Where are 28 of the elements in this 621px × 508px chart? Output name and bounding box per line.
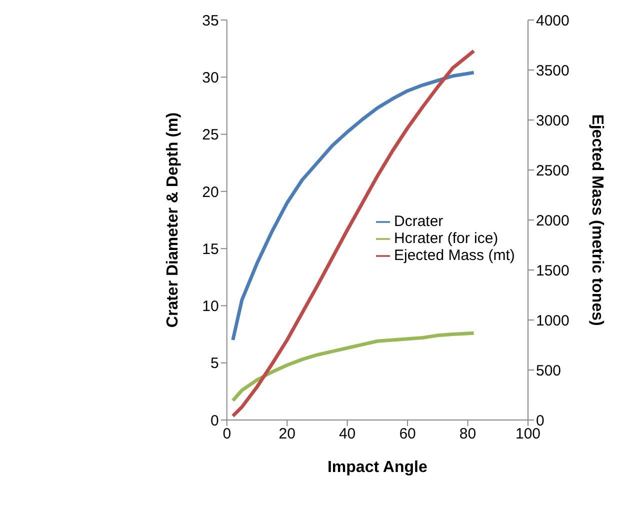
y2-tick-label: 3000 bbox=[536, 112, 570, 130]
y2-tick-label: 500 bbox=[536, 362, 562, 380]
y-tick-label: 0 bbox=[210, 412, 219, 430]
y-tick-label: 5 bbox=[210, 355, 219, 372]
y-tick-label: 25 bbox=[202, 126, 219, 144]
x-axis-title: Impact Angle bbox=[327, 459, 428, 476]
x-tick-label: 0 bbox=[222, 426, 232, 443]
y2-tick-label: 1500 bbox=[536, 262, 570, 280]
y-tick-label: 15 bbox=[202, 240, 219, 258]
legend-label: Ejected Mass (mt) bbox=[394, 247, 515, 264]
y2-tick-label: 2500 bbox=[536, 162, 570, 180]
y2-tick-label: 1000 bbox=[536, 312, 570, 330]
y-tick-label: 30 bbox=[202, 69, 219, 86]
y2-tick-label: 4000 bbox=[536, 12, 570, 30]
x-tick-label: 60 bbox=[399, 426, 416, 443]
y2-tick-label: 3500 bbox=[536, 62, 570, 80]
legend-label: Hcrater (for ice) bbox=[394, 230, 498, 247]
y-axis-title: Crater Diameter & Depth (m) bbox=[164, 112, 182, 328]
y-tick-label: 10 bbox=[202, 298, 219, 316]
x-tick-label: 40 bbox=[338, 426, 356, 443]
x-tick-label: 20 bbox=[278, 426, 296, 443]
y2-tick-label: 2000 bbox=[536, 212, 570, 230]
line-series bbox=[231, 331, 476, 402]
y-tick-label: 20 bbox=[202, 184, 219, 201]
x-tick-label: 80 bbox=[459, 426, 476, 443]
legend-label: Dcrater bbox=[394, 213, 444, 230]
y2-axis-title: Ejected Mass (metric tones) bbox=[588, 114, 606, 326]
y-tick-label: 35 bbox=[202, 12, 219, 30]
